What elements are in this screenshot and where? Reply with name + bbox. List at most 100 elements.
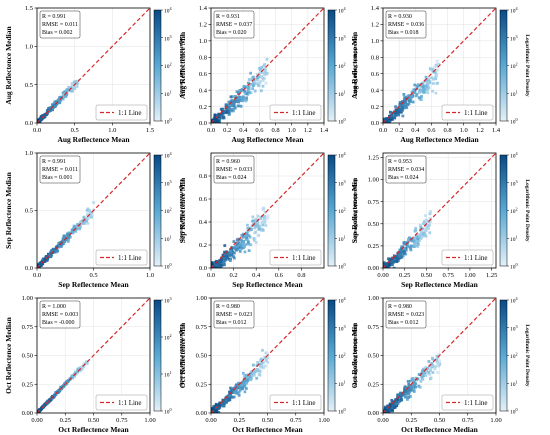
density-cell <box>382 123 385 126</box>
density-cell <box>62 242 66 246</box>
density-cell <box>241 235 245 239</box>
density-cell <box>397 254 401 257</box>
density-cell <box>232 246 236 250</box>
y-tick-label: 0.75 <box>368 324 379 331</box>
density-cell <box>252 373 256 377</box>
density-cell <box>231 109 235 113</box>
density-cell <box>234 248 238 252</box>
density-cell <box>48 399 52 403</box>
density-cell <box>247 78 251 81</box>
y-axis-label: Aug Reflectence Median <box>4 26 13 105</box>
density-cell <box>215 269 218 272</box>
density-cell <box>429 220 432 223</box>
density-cell <box>418 91 421 94</box>
density-cloud <box>382 59 441 126</box>
scatter-panel: 0.0 0.2 0.4 0.6 0.8 1.0 1.2 1.4 0.0 0.2 0.4 0.6 0.8 1… <box>350 5 530 144</box>
density-cell <box>217 114 221 118</box>
density-cell <box>79 368 83 371</box>
density-cell <box>257 74 261 78</box>
plot-frame <box>382 297 497 414</box>
density-cell <box>436 81 439 85</box>
density-cell <box>66 232 70 236</box>
density-cell <box>246 230 250 233</box>
density-cell <box>260 75 264 78</box>
density-cell <box>245 232 249 236</box>
density-cell <box>431 371 435 374</box>
density-cell <box>414 376 418 380</box>
density-cell <box>248 235 252 239</box>
density-cell <box>433 71 437 74</box>
density-cell <box>228 257 232 261</box>
stat-text: R = 0.953 <box>388 159 412 165</box>
density-cell <box>241 95 245 99</box>
x-tick-label: 0.8 <box>444 127 452 134</box>
colorbar: 104 103 102 101 100 Logarithmic Point Density <box>327 151 358 271</box>
y-tick-label: 0.5 <box>25 208 33 215</box>
density-cell <box>401 114 405 118</box>
y-tick-label: 0.50 <box>368 353 379 360</box>
density-cell <box>257 66 261 70</box>
density-cell <box>266 71 269 75</box>
density-cell <box>67 234 71 238</box>
density-cell <box>63 240 67 244</box>
stat-text: Bias = 0.012 <box>388 320 419 326</box>
density-cell <box>404 395 408 399</box>
density-cell <box>243 378 247 382</box>
stat-text: Bias = -0.000 <box>42 320 75 326</box>
x-axis-label: Aug Reflectence Mean <box>57 135 130 144</box>
density-cell <box>252 371 256 375</box>
density-cell <box>263 73 266 77</box>
density-cell <box>230 395 234 399</box>
density-cell <box>424 229 427 233</box>
density-cell <box>407 245 410 248</box>
density-cell <box>245 381 249 385</box>
y-tick-label: 0.75 <box>368 199 379 206</box>
x-tick-label: 0.0 <box>207 127 215 134</box>
colorbar-label: Logarithmic Point Density <box>178 34 184 97</box>
density-cell <box>422 222 425 226</box>
density-cell <box>409 379 412 383</box>
density-cell <box>257 227 261 231</box>
legend-frame <box>269 104 322 121</box>
x-tick-label: 1.5 <box>146 127 154 134</box>
y-tick-label: 0.25 <box>196 381 207 388</box>
density-cell <box>389 115 393 119</box>
density-cloud <box>211 206 270 272</box>
density-cell <box>214 409 218 413</box>
density-cell <box>64 89 68 93</box>
density-cell <box>74 79 78 83</box>
density-cell <box>230 247 234 251</box>
legend-label: 1:1 Line <box>292 109 316 117</box>
density-cell <box>396 401 400 405</box>
density-cell <box>404 100 407 104</box>
density-cell <box>212 411 216 413</box>
density-cell <box>221 107 225 111</box>
density-cell <box>222 398 225 402</box>
density-cell <box>75 227 78 231</box>
density-cell <box>61 94 65 98</box>
density-cell <box>387 259 391 262</box>
density-cell <box>391 263 394 267</box>
density-cell <box>395 110 399 114</box>
density-cell <box>61 239 65 243</box>
stats-box: R = 0.980 RMSE = 0.023 Bias = 0.012 <box>385 300 427 329</box>
density-cell <box>249 371 253 375</box>
plot-frame <box>382 152 497 269</box>
one-to-one-line <box>382 152 497 269</box>
stats-box-frame <box>385 155 427 184</box>
stat-text: R = 0.991 <box>42 159 66 165</box>
density-cell <box>52 250 56 254</box>
density-cell <box>412 244 416 248</box>
x-tick-label: 0.0 <box>379 127 387 134</box>
density-cell <box>214 119 218 123</box>
density-cell <box>434 74 438 78</box>
density-cell <box>438 359 442 363</box>
density-cell <box>254 219 258 222</box>
stat-text: RMSE = 0.011 <box>42 167 78 173</box>
density-cell <box>258 370 262 373</box>
plot-frame <box>210 152 325 269</box>
density-cell <box>53 105 57 108</box>
density-cell <box>79 220 82 224</box>
stat-text: RMSE = 0.036 <box>388 22 424 28</box>
density-cell <box>386 263 390 266</box>
